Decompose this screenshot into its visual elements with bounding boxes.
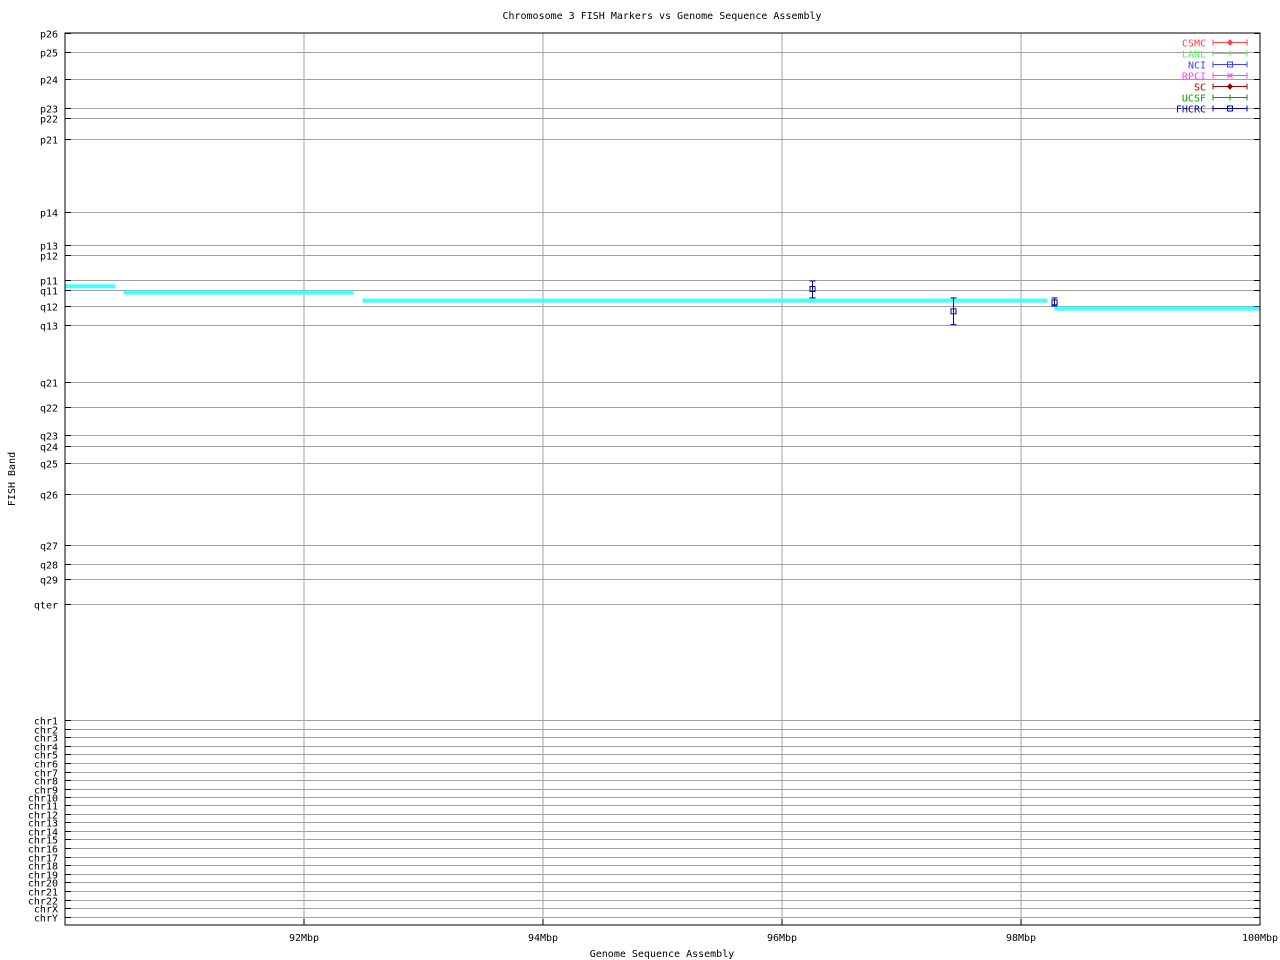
y-tick-label: chr2 [34, 726, 58, 737]
y-tick-label: chr4 [34, 743, 58, 754]
y-tick-label: chr22 [28, 897, 58, 908]
y-tick-label: chr10 [28, 794, 58, 805]
x-tick-label: 92Mbp [289, 933, 319, 944]
legend-symbol [1226, 83, 1234, 90]
legend-symbol [1227, 61, 1233, 68]
y-tick-label: chr19 [28, 871, 58, 882]
x-tick-label: 100Mbp [1242, 933, 1278, 944]
assembly-segment [362, 298, 1048, 303]
legend-label: CSMC [1182, 39, 1206, 50]
y-tick-label: chr20 [28, 879, 58, 890]
y-tick-label: p21 [40, 136, 58, 147]
y-tick-label: chr3 [34, 734, 58, 745]
y-tick-label: chr18 [28, 862, 58, 873]
y-tick-label: q13 [40, 322, 58, 333]
y-tick-label: p12 [40, 252, 58, 263]
legend-symbol [1227, 105, 1233, 112]
y-tick-label: chr9 [34, 786, 58, 797]
grid: 92Mbp 94Mbp 96Mbp 98Mbp 100Mbpp26p25p24p23p2… [28, 30, 1278, 945]
legend-line [1212, 61, 1248, 68]
y-tick-label: p26 [40, 30, 58, 41]
chart-title: Chromosome 3 FISH Markers vs Genome Sequ… [502, 11, 821, 22]
y-tick-label: qter [34, 601, 58, 612]
y-tick-label: q26 [40, 491, 58, 502]
y-tick-label: chr17 [28, 854, 58, 865]
y-tick-label: q23 [40, 432, 58, 443]
legend-label: SC [1194, 83, 1206, 94]
error-bar [809, 280, 816, 299]
y-tick-label: p14 [40, 209, 58, 220]
legend-symbol [1226, 39, 1234, 46]
legend-line [1212, 105, 1248, 112]
y-tick-label: chr13 [28, 819, 58, 830]
y-tick-label: q22 [40, 404, 58, 415]
y-tick-label: p22 [40, 115, 58, 126]
marker-point [1051, 299, 1058, 306]
y-tick-label: q12 [40, 303, 58, 314]
y-tick-label: chrX [34, 905, 58, 916]
y-axis-label: FISH Band [7, 452, 18, 506]
x-tick-label: 98Mbp [1006, 933, 1036, 944]
assembly-segment [65, 284, 116, 289]
plot-border [64, 32, 1261, 926]
y-tick-label: p13 [40, 242, 58, 253]
y-tick-label: q11 [40, 287, 58, 298]
y-tick-label: p11 [40, 277, 58, 288]
plot-marks [65, 280, 1260, 326]
y-tick-label: chr8 [34, 777, 58, 788]
y-tick-label: chr5 [34, 751, 58, 762]
legend-label: NCI [1188, 61, 1206, 72]
y-tick-label: chr12 [28, 811, 58, 822]
y-tick-label: chr15 [28, 836, 58, 847]
y-tick-label: chrY [34, 914, 58, 925]
marker-point [950, 308, 957, 315]
y-tick-label: chr14 [28, 828, 58, 839]
y-tick-label: chr6 [34, 760, 58, 771]
y-tick-label: p24 [40, 76, 58, 87]
y-tick-label: p23 [40, 105, 58, 116]
marker-point [809, 286, 816, 293]
assembly-segment [123, 290, 353, 295]
x-tick-label: 96Mbp [767, 933, 797, 944]
legend-symbol [1227, 72, 1233, 79]
y-tick-label: q25 [40, 460, 58, 471]
y-tick-label: chr7 [34, 769, 58, 780]
y-tick-label: q21 [40, 379, 58, 390]
y-tick-label: q24 [40, 443, 58, 454]
y-tick-label: chr21 [28, 888, 58, 899]
legend-label: FHCRC [1176, 105, 1206, 116]
x-axis-label: Genome Sequence Assembly [590, 949, 735, 960]
y-tick-label: p25 [40, 49, 58, 60]
y-tick-label: q29 [40, 576, 58, 587]
legend-label: LANL [1182, 50, 1206, 61]
y-tick-label: chr11 [28, 802, 58, 813]
x-tick-label: 94Mbp [528, 933, 558, 944]
y-tick-label: chr1 [34, 717, 58, 728]
assembly-segment [1054, 306, 1260, 311]
error-bar [950, 297, 957, 326]
y-tick-label: q27 [40, 542, 58, 553]
y-tick-label: q28 [40, 561, 58, 572]
legend-label: UCSF [1182, 94, 1206, 105]
legend-label: RPCI [1182, 72, 1206, 83]
y-tick-label: chr16 [28, 845, 58, 856]
